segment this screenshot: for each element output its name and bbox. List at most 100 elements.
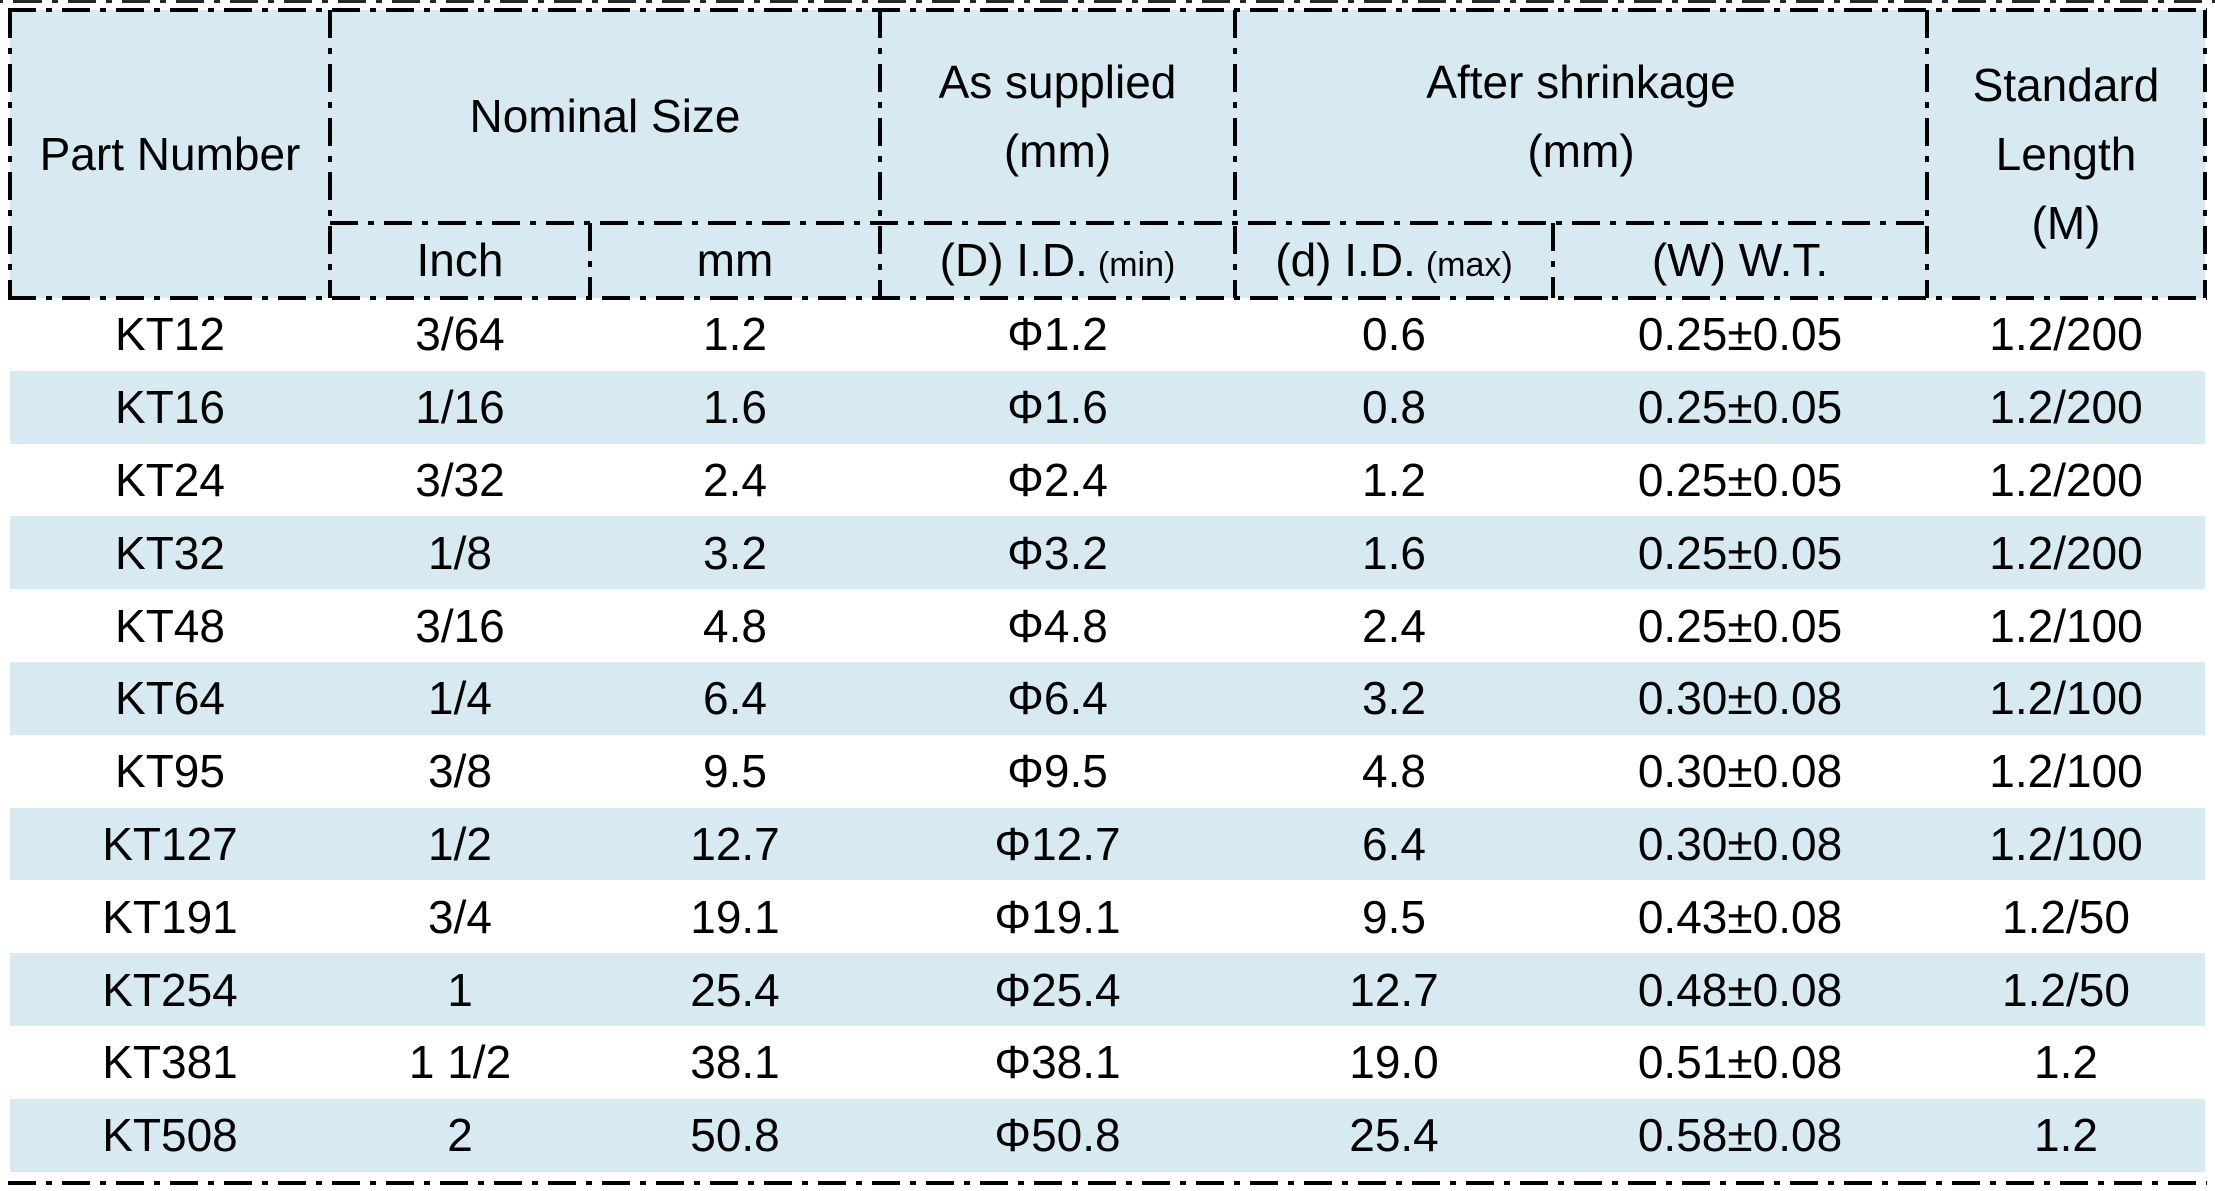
cell-inch: 3/4 <box>428 890 492 943</box>
cell-shrink-id: 1.2 <box>1362 453 1426 506</box>
cell-shrink-id: 3.2 <box>1235 661 1553 735</box>
cell-shrink-id: 0.6 <box>1362 308 1426 361</box>
spec-table: Part Number Nominal Size As supplied (mm… <box>10 10 2205 1172</box>
cell-mm: 3.2 <box>590 516 880 590</box>
col-header-standard-length: Standard Length (M) <box>1927 10 2205 298</box>
divider-idmax-wt <box>1551 223 1555 298</box>
cell-supplied-id: Φ38.1 <box>994 1036 1121 1089</box>
cell-inch: 1 <box>330 953 590 1026</box>
cell-standard-length: 1.2/200 <box>1989 308 2143 361</box>
cell-standard-length: 1.2/100 <box>1989 599 2143 652</box>
cell-supplied-id: Φ12.7 <box>880 807 1235 881</box>
cell-mm: 4.8 <box>703 599 767 652</box>
divider-supplied-shrinkage <box>1233 10 1237 298</box>
header-border-right <box>2203 10 2207 298</box>
table-outer-border-top <box>8 8 2207 12</box>
cell-part-number: KT127 <box>10 807 330 881</box>
cell-supplied-id: Φ3.2 <box>880 516 1235 590</box>
cell-wall-thickness: 0.30±0.08 <box>1637 745 1843 798</box>
header-line: As supplied <box>938 55 1177 108</box>
cell-mm: 9.5 <box>703 745 767 798</box>
cell-part-number: KT12 <box>115 308 225 361</box>
cell-shrink-id: 12.7 <box>1235 953 1553 1026</box>
divider-shrinkage-length <box>1925 10 1929 298</box>
cell-standard-length: 1.2/50 <box>2002 890 2130 943</box>
top-edge-dashes <box>0 0 2215 3</box>
cell-supplied-id: Φ1.2 <box>1007 308 1108 361</box>
cell-shrink-id: 2.4 <box>1362 599 1426 652</box>
col-header-mm: mm <box>590 223 880 298</box>
header-border-left <box>8 10 12 298</box>
cell-mm: 1.2 <box>703 308 767 361</box>
cell-inch: 1/16 <box>330 370 590 444</box>
header-line: (mm) <box>1003 124 1112 177</box>
cell-standard-length: 1.2/50 <box>1927 953 2205 1026</box>
header-line: (mm) <box>1527 124 1635 177</box>
cell-standard-length: 1.2/200 <box>1927 516 2205 590</box>
cell-standard-length: 1.2 <box>2034 1036 2098 1089</box>
header-main-text: (d) I.D. <box>1275 234 1416 286</box>
header-line: (d) I.D. (max) <box>1275 226 1512 295</box>
cell-shrink-id: 4.8 <box>1362 745 1426 798</box>
cell-shrink-id: 19.0 <box>1349 1036 1439 1089</box>
col-header-after-shrinkage: After shrinkage (mm) <box>1235 10 1927 223</box>
col-header-w-wt: (W) W.T. <box>1553 223 1927 298</box>
cell-mm: 19.1 <box>690 890 780 943</box>
cell-inch: 1/4 <box>330 661 590 735</box>
cell-supplied-id: Φ9.5 <box>1007 745 1108 798</box>
divider-inch-mm <box>588 223 592 298</box>
cell-part-number: KT24 <box>115 453 225 506</box>
cell-supplied-id: Φ2.4 <box>1007 453 1108 506</box>
cell-part-number: KT191 <box>102 890 238 943</box>
cell-standard-length: 1.2/100 <box>1989 745 2143 798</box>
col-header-d-id-min: (D) I.D. (min) <box>880 223 1235 298</box>
cell-inch: 1 1/2 <box>408 1036 512 1089</box>
cell-wall-thickness: 0.25±0.05 <box>1553 370 1927 444</box>
header-main-text: (D) I.D. <box>939 234 1088 286</box>
cell-part-number: KT381 <box>102 1036 238 1089</box>
divider-nominal-supplied <box>878 10 882 298</box>
cell-shrink-id: 9.5 <box>1362 890 1426 943</box>
cell-mm: 6.4 <box>590 661 880 735</box>
header-row-divider <box>330 221 1927 225</box>
header-line: Standard <box>1972 58 2160 111</box>
cell-wall-thickness: 0.25±0.05 <box>1637 453 1843 506</box>
cell-wall-thickness: 0.30±0.08 <box>1553 807 1927 881</box>
cell-part-number: KT32 <box>10 516 330 590</box>
cell-standard-length: 1.2/100 <box>1927 661 2205 735</box>
header-line: Length <box>1995 127 2137 180</box>
cell-inch: 3/64 <box>415 308 505 361</box>
cell-wall-thickness: 0.58±0.08 <box>1553 1098 1927 1172</box>
cell-inch: 2 <box>330 1098 590 1172</box>
cell-inch: 3/32 <box>415 453 505 506</box>
cell-mm: 50.8 <box>590 1098 880 1172</box>
cell-mm: 25.4 <box>590 953 880 1026</box>
cell-standard-length: 1.2/100 <box>1927 807 2205 881</box>
cell-wall-thickness: 0.51±0.08 <box>1637 1036 1843 1089</box>
header-small-text: (max) <box>1425 246 1513 284</box>
cell-part-number: KT254 <box>10 953 330 1026</box>
header-bottom-border <box>8 296 2207 300</box>
cell-standard-length: 1.2/200 <box>1989 453 2143 506</box>
cell-part-number: KT48 <box>115 599 225 652</box>
col-header-inch: Inch <box>330 223 590 298</box>
cell-shrink-id: 6.4 <box>1235 807 1553 881</box>
cell-part-number: KT16 <box>10 370 330 444</box>
divider-part-nominal <box>328 10 332 298</box>
cell-inch: 3/8 <box>428 745 492 798</box>
cell-mm: 1.6 <box>590 370 880 444</box>
cell-mm: 12.7 <box>590 807 880 881</box>
cell-standard-length: 1.2 <box>1927 1098 2205 1172</box>
cell-wall-thickness: 0.25±0.05 <box>1637 308 1843 361</box>
cell-mm: 2.4 <box>703 453 767 506</box>
col-header-d-id-max: (d) I.D. (max) <box>1235 223 1553 298</box>
col-header-nominal-size: Nominal Size <box>330 10 880 223</box>
header-small-text: (min) <box>1097 246 1176 284</box>
cell-shrink-id: 0.8 <box>1235 370 1553 444</box>
cell-shrink-id: 25.4 <box>1235 1098 1553 1172</box>
cell-standard-length: 1.2/200 <box>1927 370 2205 444</box>
cell-supplied-id: Φ1.6 <box>880 370 1235 444</box>
cell-wall-thickness: 0.25±0.05 <box>1637 599 1843 652</box>
header-line: (M) <box>2031 196 2101 249</box>
